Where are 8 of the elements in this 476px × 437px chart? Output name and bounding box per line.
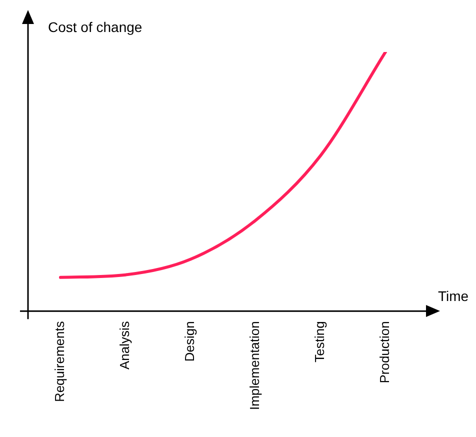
x-tick-label: Testing [312,321,328,362]
x-tick-label: Analysis [117,320,132,370]
x-axis-title: Time [438,288,469,304]
y-axis-title: Cost of change [48,18,142,35]
x-tick-label: Production [377,321,392,384]
x-tick-label: Design [182,321,198,362]
x-tick-label: Implementation [247,321,262,410]
x-tick-label: Requirements [52,320,68,402]
